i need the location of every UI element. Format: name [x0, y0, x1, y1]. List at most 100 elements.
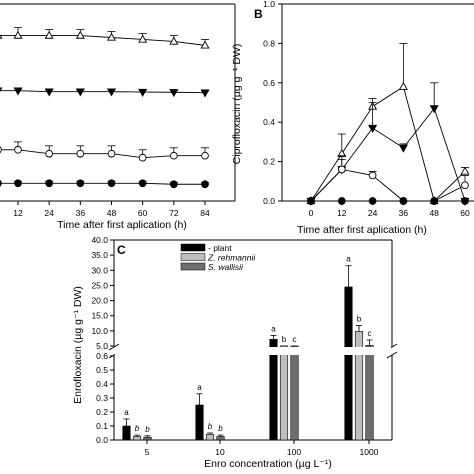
- panel-a-series-line: [0, 35, 206, 46]
- panel-a-point: [75, 88, 85, 97]
- panel-c-y-tick-label: 40.0: [91, 235, 108, 245]
- panel-b: B 0.0 0.2 0.4 0.6 0.8 1.0 0 12 24 36 48 60 Ciprofl…: [231, 0, 474, 236]
- panel-a-point: [138, 34, 148, 43]
- panel-c-axes: [108, 239, 398, 441]
- panel-b-x-tick-label: 12: [337, 208, 347, 218]
- panel-b-point: [368, 197, 377, 205]
- panel-c-y-tick-label: 35.0: [91, 250, 108, 260]
- panel-c-significance-letter: c: [293, 335, 297, 344]
- panel-c-x-ticks: 5 10 100 1000: [145, 440, 379, 457]
- panel-c-y-ticks: 0.0 0.1 0.2 0.3 0.4 0.5 0.6 10.0 15.0 20.0 25.0 30.…: [91, 235, 114, 445]
- panel-a-point: [169, 36, 179, 45]
- panel-a-point: [201, 180, 209, 189]
- panel-b-series-line: [310, 107, 466, 202]
- panel-a-point: [76, 179, 85, 188]
- panel-a-point: [0, 34, 3, 39]
- panel-b-point: [429, 105, 439, 114]
- panel-a-point: [44, 88, 54, 97]
- panel-c-bar: [279, 345, 289, 441]
- panel-c-bar: [344, 286, 353, 441]
- panel-b-point: [399, 197, 408, 205]
- panel-b-y-tick-label: 0.0: [263, 196, 275, 206]
- panel-c-significance-letter: b: [208, 422, 213, 431]
- panel-a-point: [169, 89, 179, 98]
- panel-a-point: [0, 87, 3, 92]
- panel-c-legend-label: - plant: [208, 243, 232, 253]
- panel-a-x-tick-label: 48: [107, 208, 117, 218]
- panel-c-y-tick-label: 20.0: [91, 296, 108, 306]
- panel-b-point: [460, 166, 470, 175]
- panel-a-point: [75, 30, 85, 39]
- panel-c-bar: [216, 436, 225, 441]
- panel-b-series-line: [310, 168, 466, 202]
- panel-b-xlabel: Time after first aplication (h): [297, 224, 427, 236]
- panel-c-bar: [195, 404, 204, 441]
- panel-c-significance-letter: b: [135, 424, 140, 433]
- panel-a-point: [13, 30, 23, 39]
- panel-a-series: [0, 27, 210, 189]
- panel-a-series-line: [0, 149, 205, 159]
- panel-a-point: [14, 145, 22, 154]
- panel-b-series-line: [310, 86, 466, 202]
- panel-b-point: [337, 197, 346, 205]
- panel-a-axes: [0, 3, 236, 202]
- panel-b-x-tick-label: 48: [429, 208, 439, 218]
- panel-c-significance-letter: a: [271, 324, 276, 333]
- panel-a-point: [200, 40, 210, 49]
- panel-b-point: [398, 144, 408, 153]
- panel-b-point: [461, 181, 469, 190]
- panel-a-point: [138, 153, 147, 162]
- panel-c-significance-letter: b: [357, 314, 362, 323]
- panel-a-x-ticks: 12 24 36 48 60 72 84: [13, 201, 210, 218]
- panel-b-point: [461, 197, 469, 205]
- panel-c-bar: [365, 345, 374, 441]
- panel-b-x-tick-label: 0: [309, 208, 314, 218]
- panel-c-significance-letter: a: [124, 408, 129, 417]
- panel-a-x-tick-label: 24: [44, 208, 54, 218]
- panel-a-x-tick-label: 72: [169, 208, 179, 218]
- panel-b-x-tick-label: 24: [368, 208, 378, 218]
- panel-b-point: [368, 124, 378, 133]
- panel-b-series: [306, 43, 470, 206]
- panel-a-point: [138, 88, 148, 97]
- panel-a-xlabel: Time after first aplication (h): [57, 219, 187, 231]
- panel-c-significance-letter: b: [145, 425, 150, 434]
- panel-b-point: [430, 197, 439, 205]
- panel-c-legend-label: S. wallisii: [208, 262, 244, 272]
- panel-b-y-tick-label: 0.4: [263, 117, 275, 127]
- panel-a-point: [44, 30, 54, 39]
- panel-c-y-tick-label: 0.5: [96, 365, 108, 375]
- panel-b-point: [337, 165, 346, 174]
- panel-b-x-tick-label: 60: [460, 208, 470, 218]
- panel-a-point: [107, 179, 116, 188]
- panel-c-y-tick-label: 0.6: [96, 351, 108, 361]
- panel-c-bar: [132, 436, 142, 441]
- panel-a-x-tick-label: 84: [200, 208, 210, 218]
- panel-c-axis-break-band: [115, 347, 391, 355]
- panel-b-label: B: [254, 7, 263, 21]
- panel-a: 12 24 36 48 60 72 84 Time after first aplicati…: [0, 3, 236, 231]
- panel-b-y-ticks: 0.0 0.2 0.4 0.6 0.8 1.0: [263, 0, 282, 206]
- panel-a-point: [106, 32, 117, 41]
- panel-c-xlabel: Enro concentration (µg L⁻¹): [204, 458, 332, 470]
- panel-c-significance-letter: c: [368, 329, 372, 338]
- panel-a-point: [169, 180, 178, 189]
- panel-b-y-tick-label: 1.0: [263, 0, 275, 9]
- panel-c-significance-letter: a: [346, 255, 351, 264]
- panel-c-legend-swatch: [180, 262, 206, 271]
- panel-c-x-tick-label: 10: [215, 447, 225, 457]
- panel-c-y-tick-label: 10.0: [91, 326, 108, 336]
- panel-c-y-tick-label: 0.2: [96, 407, 108, 417]
- panel-a-x-tick-label: 12: [13, 208, 23, 218]
- panel-b-x-ticks: 0 12 24 36 48 60: [309, 201, 470, 218]
- panel-a-point: [201, 151, 209, 160]
- panel-c: C 0.0 0.1 0.2 0.3 0.4 0.5 0.6 10.0 15.0 20.0 25.0 3…: [72, 235, 398, 470]
- panel-c-significance-letter: a: [197, 383, 202, 392]
- panel-c-bar: [205, 434, 215, 441]
- panel-a-point: [169, 151, 178, 160]
- panel-a-point: [0, 146, 2, 154]
- panel-c-y-tick-label: 15.0: [91, 311, 108, 321]
